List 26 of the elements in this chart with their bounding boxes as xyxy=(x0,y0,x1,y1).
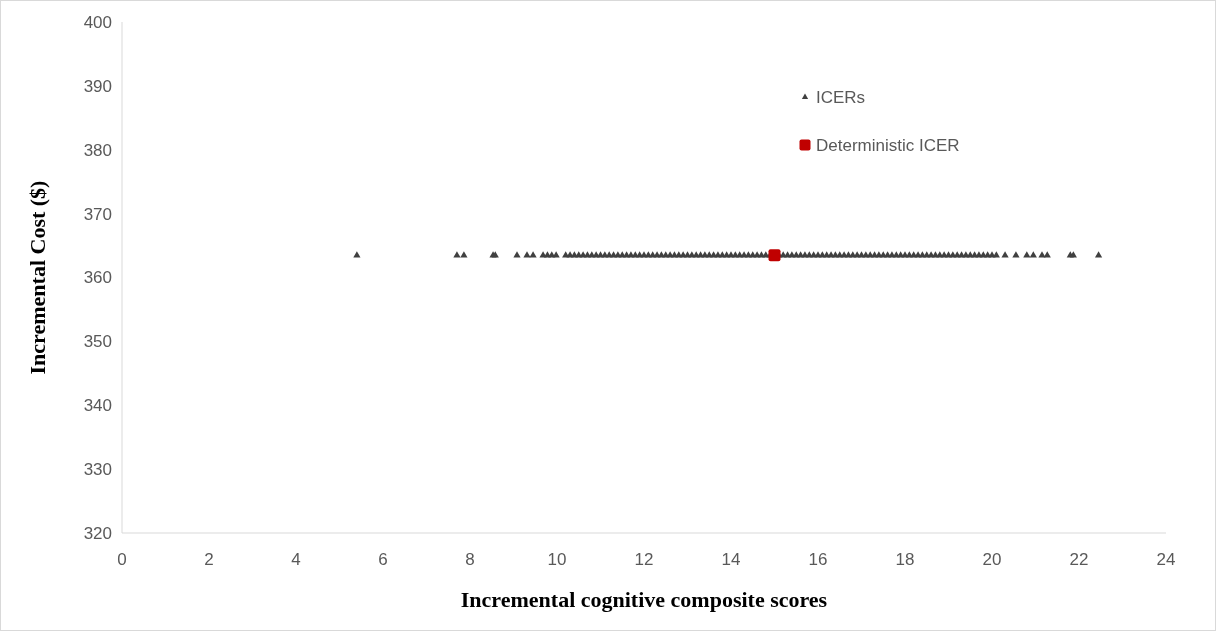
x-tick-label: 0 xyxy=(117,549,127,569)
y-tick-label: 360 xyxy=(83,268,112,288)
x-tick-label: 18 xyxy=(895,549,915,569)
legend-label: Deterministic ICER xyxy=(816,135,960,155)
x-tick-label: 6 xyxy=(378,549,388,569)
y-tick-label: 330 xyxy=(83,460,112,480)
y-tick-label: 380 xyxy=(83,140,112,160)
x-tick-label: 22 xyxy=(1069,549,1089,569)
y-tick-label: 350 xyxy=(83,332,112,352)
x-tick-label: 24 xyxy=(1156,549,1176,569)
y-tick-label: 340 xyxy=(83,396,112,416)
y-tick-label: 390 xyxy=(83,76,112,96)
x-tick-label: 2 xyxy=(204,549,214,569)
y-tick-label: 400 xyxy=(83,12,112,32)
x-tick-label: 12 xyxy=(634,549,654,569)
x-tick-label: 20 xyxy=(982,549,1002,569)
legend-label: ICERs xyxy=(816,87,866,107)
y-tick-label: 320 xyxy=(83,523,112,543)
y-axis-title: Incremental Cost ($) xyxy=(25,180,50,375)
x-axis-title: Incremental cognitive composite scores xyxy=(460,587,828,612)
x-tick-label: 16 xyxy=(808,549,828,569)
x-tick-label: 10 xyxy=(547,549,567,569)
x-tick-label: 4 xyxy=(291,549,301,569)
y-tick-label: 370 xyxy=(83,204,112,224)
x-tick-label: 8 xyxy=(465,549,475,569)
x-tick-label: 14 xyxy=(721,549,741,569)
